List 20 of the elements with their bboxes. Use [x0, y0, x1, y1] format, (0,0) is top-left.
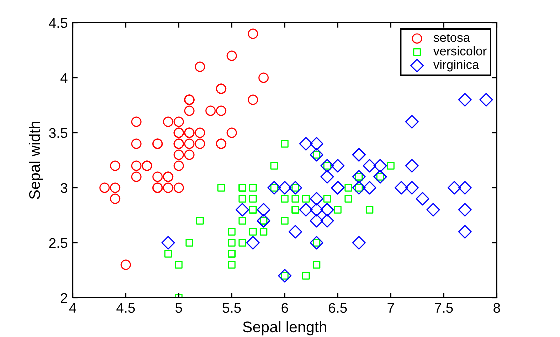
y-tick-label: 3 [60, 183, 68, 194]
legend-label: versicolor [434, 46, 487, 56]
x-tick-label: 8 [494, 303, 500, 314]
x-tick-label: 4.5 [116, 303, 136, 314]
x-tick-label: 7.5 [435, 303, 454, 314]
y-tick-label: 4 [60, 73, 68, 84]
y-axis-title: Sepal width [29, 122, 44, 200]
y-tick-label: 4.5 [49, 18, 68, 28]
x-tick-label: 7 [388, 303, 394, 313]
x-axis-title: Sepal length [243, 321, 326, 336]
legend-label: virginica [434, 60, 480, 72]
legend-label: setosa [434, 34, 470, 42]
y-tick-label: 2 [61, 293, 68, 304]
x-tick-label: 6.5 [329, 303, 348, 314]
x-tick-label: 4 [69, 303, 76, 313]
x-tick-label: 6 [282, 303, 288, 314]
x-tick-label: 5 [176, 303, 182, 314]
y-tick-label: 3.5 [49, 128, 68, 138]
y-tick-label: 2.5 [50, 238, 68, 248]
x-tick-label: 5.5 [222, 303, 242, 314]
